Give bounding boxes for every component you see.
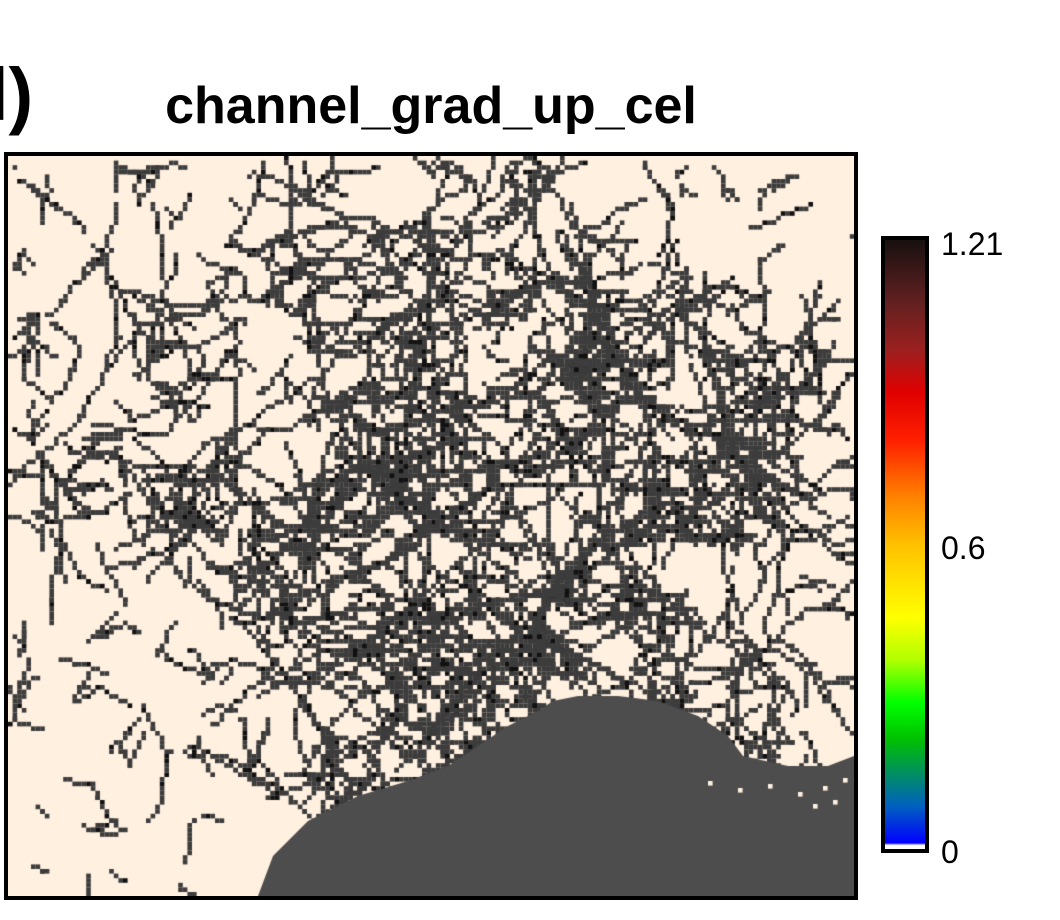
colorbar-tick-min: 0 bbox=[941, 834, 959, 870]
panel-label: l) bbox=[0, 53, 34, 136]
colorbar bbox=[881, 236, 929, 853]
channel-gradient-map[interactable] bbox=[8, 156, 854, 896]
colorbar-tick-max: 1.21 bbox=[941, 226, 1004, 262]
map-title: channel_grad_up_cel bbox=[165, 77, 697, 135]
map-frame bbox=[4, 152, 858, 900]
colorbar-tick-mid: 0.6 bbox=[941, 530, 986, 566]
